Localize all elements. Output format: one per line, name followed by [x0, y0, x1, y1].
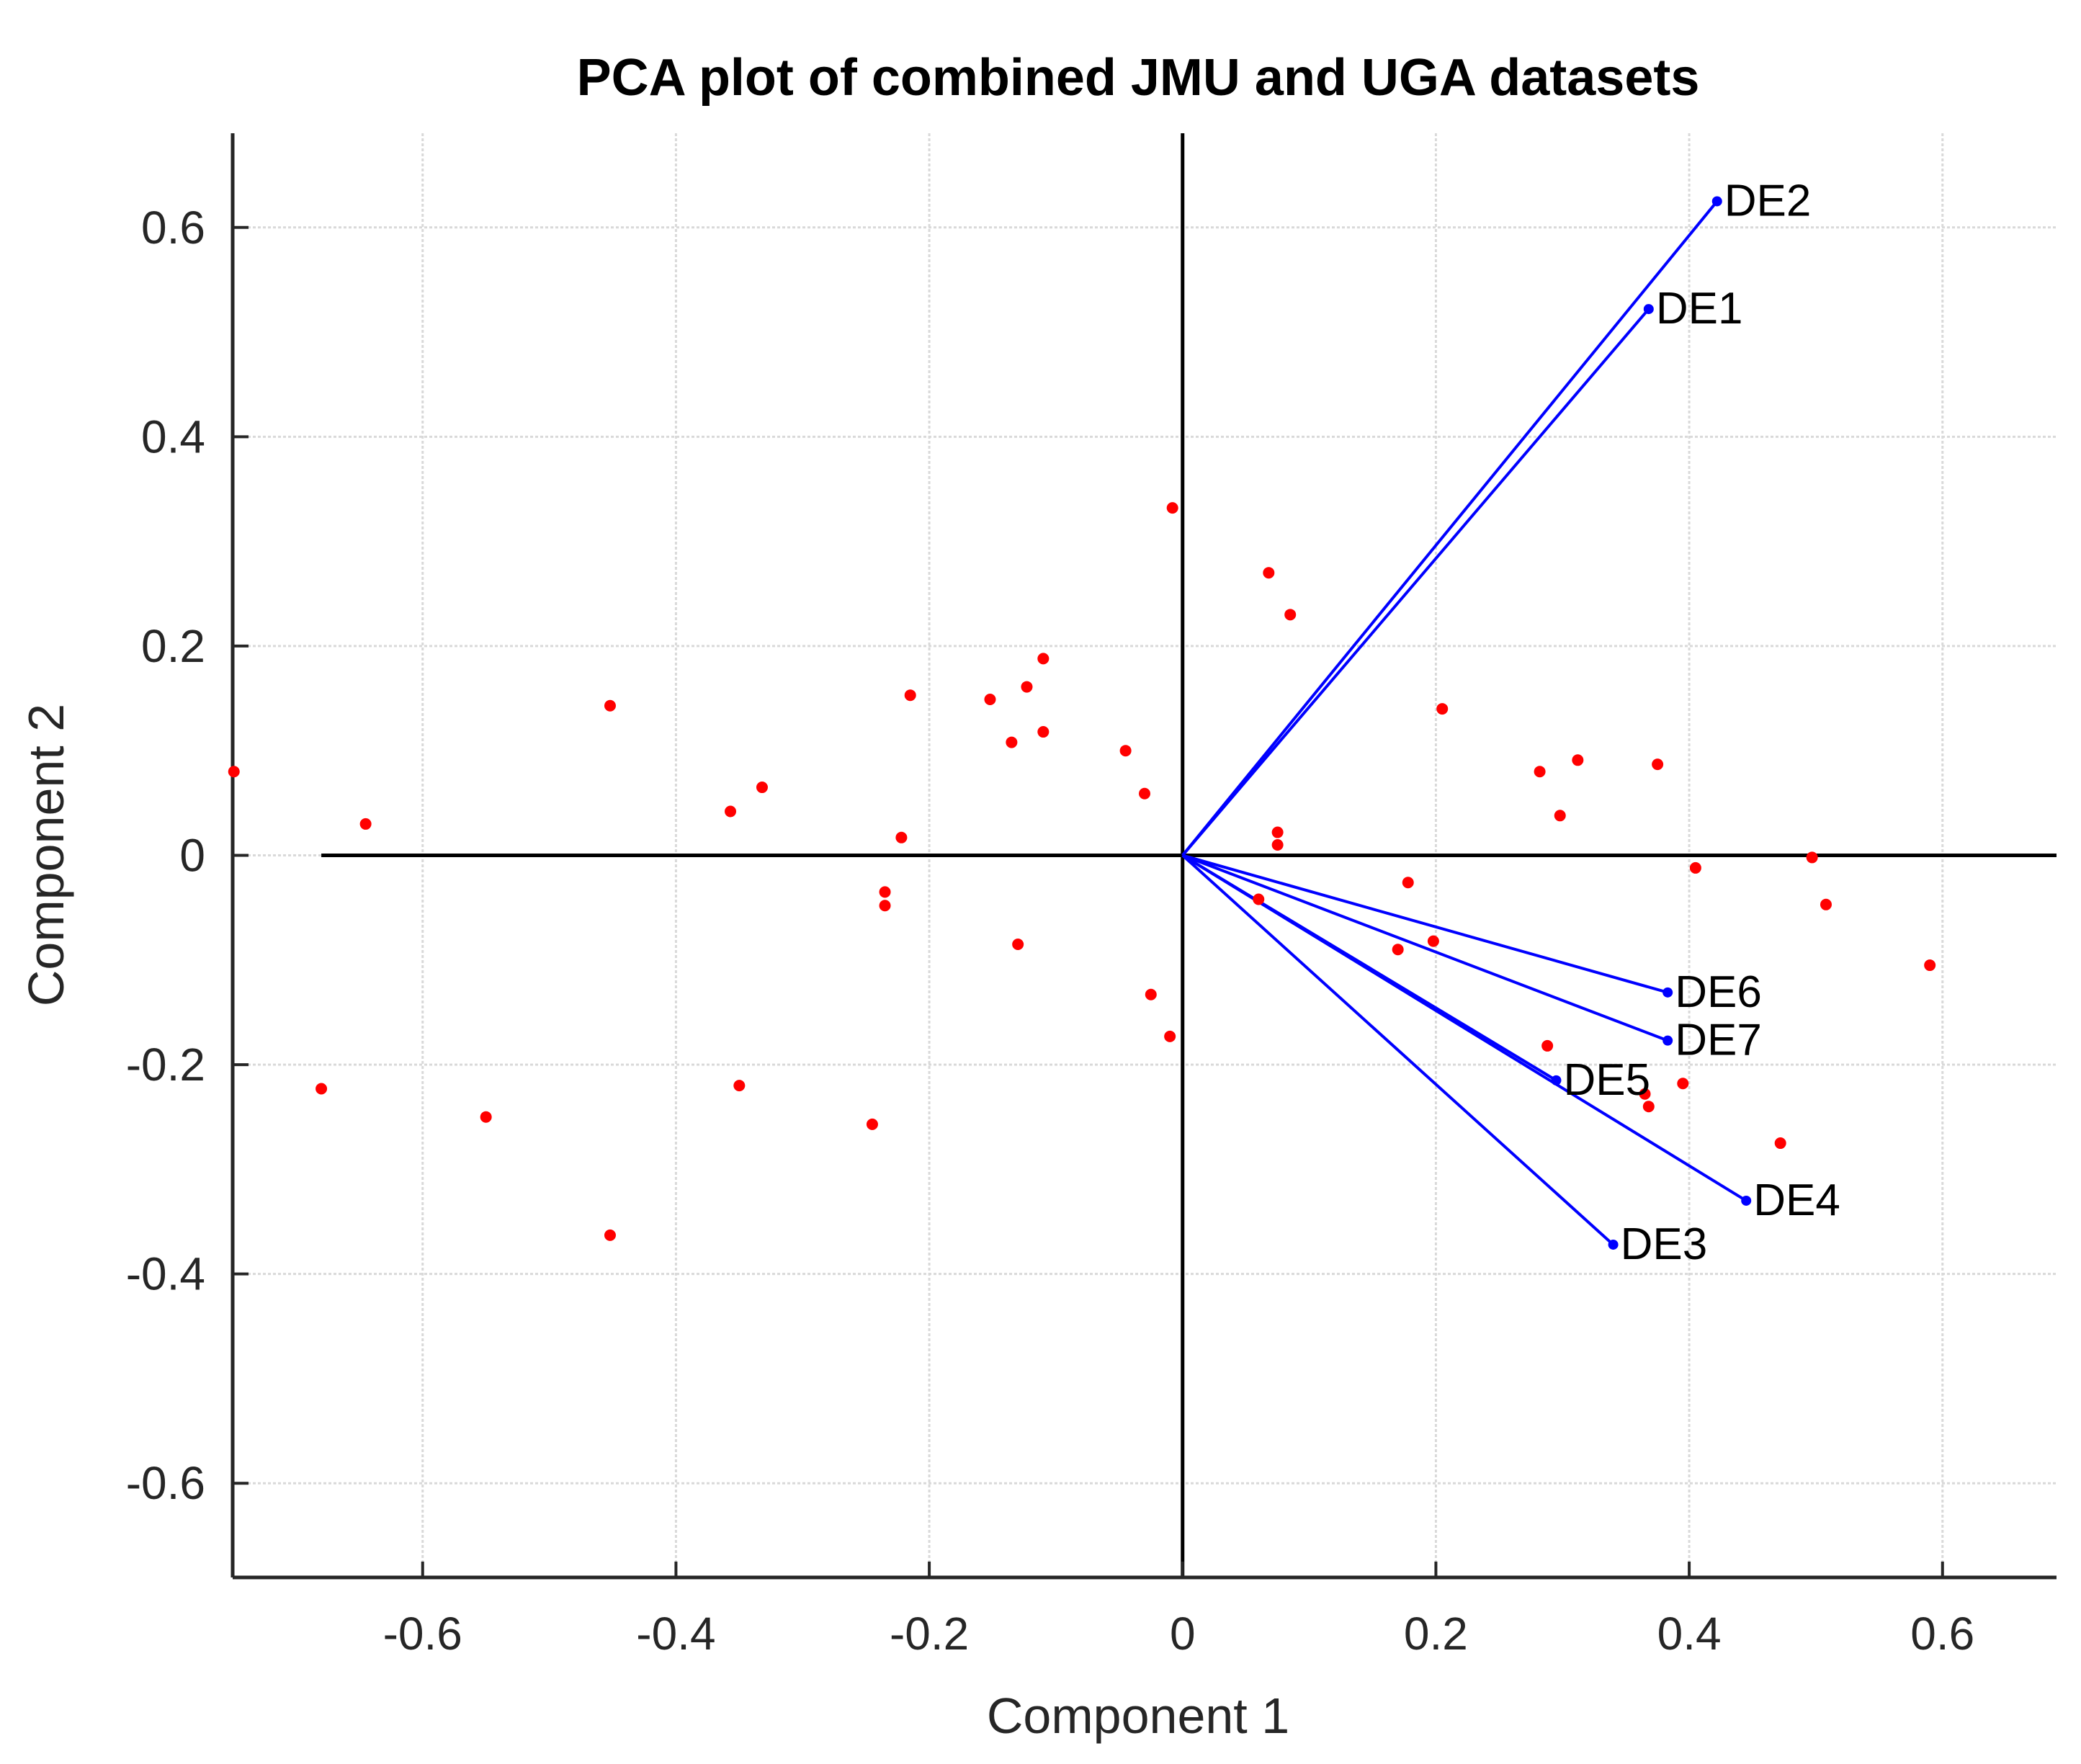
vector-label-de1: DE1: [1656, 284, 1743, 333]
y-tick-label: 0: [179, 830, 205, 882]
y-tick-label: 0.6: [141, 202, 205, 254]
chart-title: PCA plot of combined JMU and UGA dataset…: [577, 49, 1700, 107]
score-point: [1006, 736, 1018, 748]
vector-endpoint-de7: [1662, 1035, 1673, 1046]
score-point: [359, 818, 372, 830]
score-points: [228, 502, 1936, 1241]
score-point: [1642, 1101, 1655, 1113]
y-tick-label: -0.6: [126, 1457, 205, 1509]
vector-label-de5: DE5: [1563, 1055, 1650, 1105]
vector-line-de1: [1181, 308, 1650, 856]
vector-line-de6: [1182, 854, 1668, 994]
score-point: [725, 805, 737, 818]
y-tick-label: 0.4: [141, 411, 205, 462]
score-point: [1139, 787, 1150, 800]
score-point: [1806, 851, 1818, 864]
score-point: [733, 1080, 746, 1092]
x-tick-label: 0.6: [1910, 1608, 1974, 1660]
score-point: [1037, 726, 1050, 738]
x-tick-label: 0.2: [1404, 1608, 1468, 1660]
score-point: [1572, 754, 1584, 766]
score-point: [1164, 1030, 1176, 1042]
vector-label-de7: DE7: [1675, 1016, 1762, 1065]
score-point: [1677, 1078, 1689, 1090]
score-point: [984, 694, 996, 706]
score-point: [895, 831, 908, 843]
score-point: [1012, 938, 1024, 950]
score-point: [315, 1083, 328, 1095]
tick-labels: -0.6 -0.4 -0.2 0 0.2 0.4 0.6 -0.6 -0.4 -0.2 0 0.2 0.…: [126, 202, 1975, 1660]
score-point: [1924, 959, 1936, 972]
score-point: [1021, 681, 1033, 693]
score-point: [866, 1118, 878, 1130]
y-tick-label: -0.2: [126, 1039, 205, 1091]
axes: [231, 133, 2057, 1580]
x-tick-label: 0: [1170, 1608, 1196, 1660]
score-point: [480, 1111, 492, 1123]
vector-endpoint-de4: [1741, 1195, 1752, 1206]
score-point: [1402, 877, 1414, 889]
score-point: [1263, 567, 1275, 579]
y-tick-label: 0.2: [141, 620, 205, 672]
score-point: [1436, 703, 1449, 715]
score-point: [1284, 609, 1297, 621]
vector-line-de7: [1182, 854, 1668, 1042]
score-point: [1119, 745, 1132, 757]
score-point: [1820, 898, 1832, 910]
score-point: [1271, 826, 1284, 838]
vector-line-de2: [1181, 200, 1719, 856]
x-tick-label: -0.2: [890, 1608, 969, 1660]
score-point: [1541, 1039, 1554, 1052]
score-point: [1689, 861, 1701, 874]
score-point: [1145, 988, 1157, 1000]
score-point: [904, 689, 916, 702]
score-point: [879, 886, 891, 898]
score-point: [879, 900, 891, 912]
vector-endpoint-de6: [1662, 987, 1673, 998]
score-point: [756, 782, 768, 794]
score-point: [1037, 653, 1050, 665]
score-point: [1774, 1137, 1786, 1150]
loading-vectors: [1181, 196, 1752, 1250]
vector-label-de3: DE3: [1621, 1219, 1708, 1269]
vector-endpoint-de1: [1643, 304, 1654, 315]
vector-endpoint-de2: [1711, 196, 1722, 207]
score-point: [1427, 935, 1439, 947]
x-tick-label: 0.4: [1657, 1608, 1722, 1660]
score-point: [1652, 758, 1664, 771]
vector-endpoint-de5: [1551, 1075, 1562, 1085]
vector-label-de6: DE6: [1675, 967, 1762, 1017]
x-tick-label: -0.6: [383, 1608, 462, 1660]
vector-endpoint-de3: [1608, 1239, 1619, 1250]
vector-line-de3: [1181, 854, 1614, 1246]
score-point: [1271, 838, 1284, 851]
y-tick-label: -0.4: [126, 1248, 205, 1300]
score-point: [604, 1229, 616, 1241]
score-point: [604, 699, 616, 712]
score-point: [228, 766, 240, 778]
score-point: [1253, 893, 1265, 905]
score-point: [1639, 1088, 1651, 1100]
y-axis-label: Component 2: [18, 704, 74, 1006]
score-point: [1554, 810, 1566, 822]
x-tick-label: -0.4: [636, 1608, 715, 1660]
score-point: [1534, 766, 1546, 778]
x-axis-label: Component 1: [987, 1688, 1289, 1744]
score-point: [1392, 944, 1404, 956]
score-point: [1166, 502, 1178, 514]
vector-line-de5: [1181, 854, 1557, 1082]
vector-label-de4: DE4: [1753, 1176, 1840, 1225]
vector-label-de2: DE2: [1724, 176, 1812, 225]
